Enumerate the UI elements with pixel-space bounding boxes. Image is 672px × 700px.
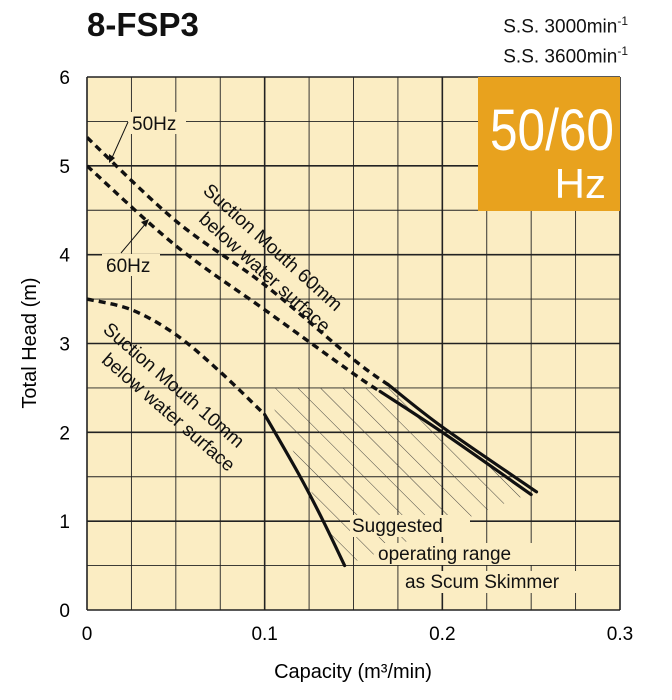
x-tick-label: 0.1 bbox=[251, 624, 277, 645]
hz60-label-bg bbox=[102, 254, 160, 276]
y-tick-label: 1 bbox=[59, 512, 70, 533]
series-line-4 bbox=[87, 297, 266, 416]
leader-50hz bbox=[110, 121, 129, 161]
y-tick-label: 6 bbox=[59, 68, 70, 89]
badge-frequency-text: 50/60 bbox=[490, 98, 614, 163]
range-line2-bg bbox=[376, 543, 550, 565]
speed-50hz-exponent: -1 bbox=[617, 14, 628, 28]
y-axis-label: Total Head (m) bbox=[19, 277, 41, 408]
arrow-50hz bbox=[109, 154, 115, 163]
y-tick-label: 0 bbox=[59, 601, 70, 622]
speed-label-60hz: S.S. 3600min-1 bbox=[503, 44, 628, 68]
series-line-0 bbox=[87, 164, 382, 393]
suggested-operating-range-region bbox=[264, 387, 528, 566]
badge-background bbox=[478, 77, 620, 211]
leader-60hz bbox=[120, 221, 148, 254]
range-line3-bg bbox=[402, 571, 602, 593]
label-60hz: 60Hz bbox=[106, 256, 150, 277]
y-tick-label: 5 bbox=[59, 157, 70, 178]
y-tick-label: 4 bbox=[59, 246, 70, 267]
label-range-line3: as Scum Skimmer bbox=[405, 572, 560, 593]
x-axis-label: Capacity (m³/min) bbox=[274, 661, 432, 683]
speed-label-50hz: S.S. 3000min-1 bbox=[503, 14, 628, 38]
frequency-badge: 50/60 Hz bbox=[478, 77, 620, 211]
badge-hz-text: Hz bbox=[555, 160, 606, 207]
range-line1-bg bbox=[350, 515, 470, 537]
series-line-2 bbox=[87, 136, 391, 387]
arrow-60hz bbox=[141, 219, 149, 227]
x-tick-label: 0.3 bbox=[607, 624, 633, 645]
y-tick-label: 3 bbox=[59, 335, 70, 356]
label-50hz: 50Hz bbox=[132, 114, 176, 135]
speed-60hz-text: S.S. 3600min bbox=[503, 46, 618, 68]
series-line-3 bbox=[387, 383, 539, 494]
label-range-line2: operating range bbox=[378, 544, 511, 565]
x-tick-label: 0 bbox=[82, 624, 93, 645]
series-line-1 bbox=[378, 389, 533, 497]
series-line-5 bbox=[263, 412, 347, 568]
speed-60hz-exponent: -1 bbox=[617, 44, 628, 58]
label-range-line1: Suggested bbox=[352, 516, 443, 537]
x-tick-label: 0.2 bbox=[429, 624, 455, 645]
hz50-label-bg bbox=[128, 112, 186, 134]
speed-50hz-text: S.S. 3000min bbox=[503, 16, 618, 38]
y-tick-label: 2 bbox=[59, 423, 70, 444]
chart-title: 8-FSP3 bbox=[87, 6, 199, 43]
